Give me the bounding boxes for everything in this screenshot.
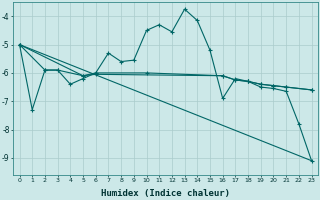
X-axis label: Humidex (Indice chaleur): Humidex (Indice chaleur): [101, 189, 230, 198]
